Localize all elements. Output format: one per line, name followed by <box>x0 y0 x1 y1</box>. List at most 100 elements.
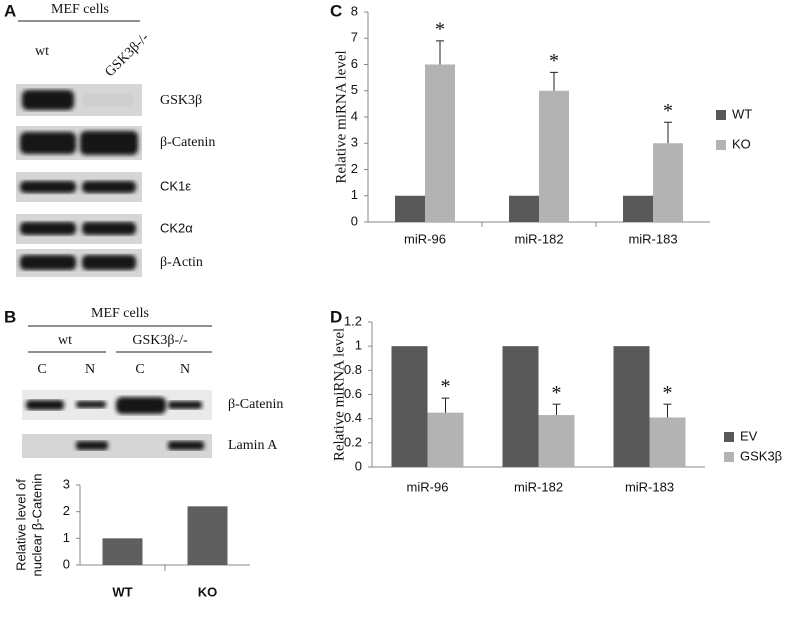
blot-band <box>82 222 136 235</box>
error-bar <box>664 121 672 144</box>
y-tick-label: 1 <box>355 338 362 353</box>
bar <box>427 412 464 467</box>
y-tick-label: 7 <box>351 30 358 45</box>
y-tick-label: 0.8 <box>344 362 362 377</box>
blot-band <box>76 401 106 408</box>
bar <box>391 346 428 467</box>
y-tick-label: 0.4 <box>344 410 362 425</box>
legend-label: WT <box>732 106 752 121</box>
blot-a <box>16 84 142 277</box>
y-tick-label: 0.6 <box>344 386 362 401</box>
error-bar <box>436 40 444 65</box>
significance-mark: * <box>663 382 673 404</box>
y-tick-label: 3 <box>63 476 70 491</box>
blot-band <box>116 397 166 414</box>
y-tick-label: 5 <box>351 82 358 97</box>
legend-swatch <box>716 110 726 120</box>
blot-band <box>82 181 136 193</box>
blot-header: MEF cells <box>91 306 149 321</box>
bar <box>425 64 455 222</box>
x-tick-label: miR-182 <box>514 479 563 494</box>
blot-row-label: β-Catenin <box>160 135 215 150</box>
blot-band <box>20 181 76 193</box>
blot-band <box>26 400 64 410</box>
group-label: GSK3β-/- <box>132 333 188 348</box>
legend-label: EV <box>740 428 758 443</box>
blot-band <box>20 255 76 270</box>
bar <box>187 506 228 565</box>
y-tick-label: 1 <box>63 530 70 545</box>
panel-letter: D <box>330 307 342 326</box>
lane-label: GSK3β-/- <box>102 30 152 80</box>
bar <box>623 195 653 222</box>
y-axis-label: nuclear β-Catenin <box>29 474 44 577</box>
bar <box>395 195 425 222</box>
bar <box>649 417 686 467</box>
significance-mark: * <box>435 18 445 40</box>
blot-row-label: CK1ε <box>160 178 191 193</box>
y-tick-label: 1 <box>351 187 358 202</box>
group-label: wt <box>58 333 72 348</box>
legend-label: KO <box>732 136 751 151</box>
bar <box>509 195 539 222</box>
blot-band <box>168 441 204 450</box>
y-tick-label: 4 <box>351 108 358 123</box>
bar <box>102 538 143 565</box>
error-bar <box>550 71 558 91</box>
blot-band <box>82 255 136 270</box>
legend-swatch <box>724 452 734 462</box>
y-axis-label: Relative level of <box>13 479 28 571</box>
bar <box>502 346 539 467</box>
bar <box>613 346 650 467</box>
y-tick-label: 3 <box>351 135 358 150</box>
y-tick-label: 2 <box>351 161 358 176</box>
error-bar <box>663 403 672 418</box>
blot-row-label: Lamin A <box>228 438 278 453</box>
blot-band <box>80 131 138 155</box>
significance-mark: * <box>663 100 673 122</box>
y-axis-label: Relative miRNA level <box>331 328 347 461</box>
lane-label: C <box>37 362 46 377</box>
significance-mark: * <box>552 382 562 404</box>
y-tick-label: 0 <box>355 458 362 473</box>
panel-letter: A <box>4 1 16 20</box>
bar <box>538 415 575 467</box>
y-axis-label: Relative miRNA level <box>333 50 349 183</box>
y-tick-label: 6 <box>351 56 358 71</box>
x-tick-label: KO <box>198 584 218 599</box>
bar <box>653 143 683 222</box>
blot-b <box>22 390 212 458</box>
blot-row-label: β-Catenin <box>228 397 283 412</box>
blot-band <box>76 441 108 450</box>
y-tick-label: 2 <box>63 503 70 518</box>
blot-header: MEF cells <box>51 2 109 17</box>
y-tick-label: 0 <box>351 213 358 228</box>
lane-label: wt <box>35 44 49 59</box>
blot-band <box>22 90 74 110</box>
blot-row-label: GSK3β <box>160 93 202 108</box>
legend-swatch <box>716 140 726 150</box>
x-tick-label: miR-183 <box>628 231 677 246</box>
y-tick-label: 1.2 <box>344 313 362 328</box>
blot-band <box>20 222 76 235</box>
blot-row-label: β-Actin <box>160 255 203 270</box>
blot-band <box>82 94 134 106</box>
bar <box>539 90 569 222</box>
legend-swatch <box>724 432 734 442</box>
y-tick-label: 0 <box>63 556 70 571</box>
blot-band <box>168 401 202 409</box>
lane-label: N <box>180 362 190 377</box>
y-tick-label: 0.2 <box>344 434 362 449</box>
x-tick-label: miR-96 <box>407 479 449 494</box>
panel-letter: C <box>330 1 342 20</box>
x-tick-label: miR-96 <box>404 231 446 246</box>
legend-label: GSK3β <box>740 448 782 463</box>
panel-letter: B <box>4 307 16 326</box>
significance-mark: * <box>549 50 559 72</box>
blot-band <box>20 132 76 154</box>
y-tick-label: 8 <box>351 3 358 18</box>
error-bar <box>441 397 450 413</box>
lane-label: C <box>135 362 144 377</box>
x-tick-label: WT <box>112 584 132 599</box>
